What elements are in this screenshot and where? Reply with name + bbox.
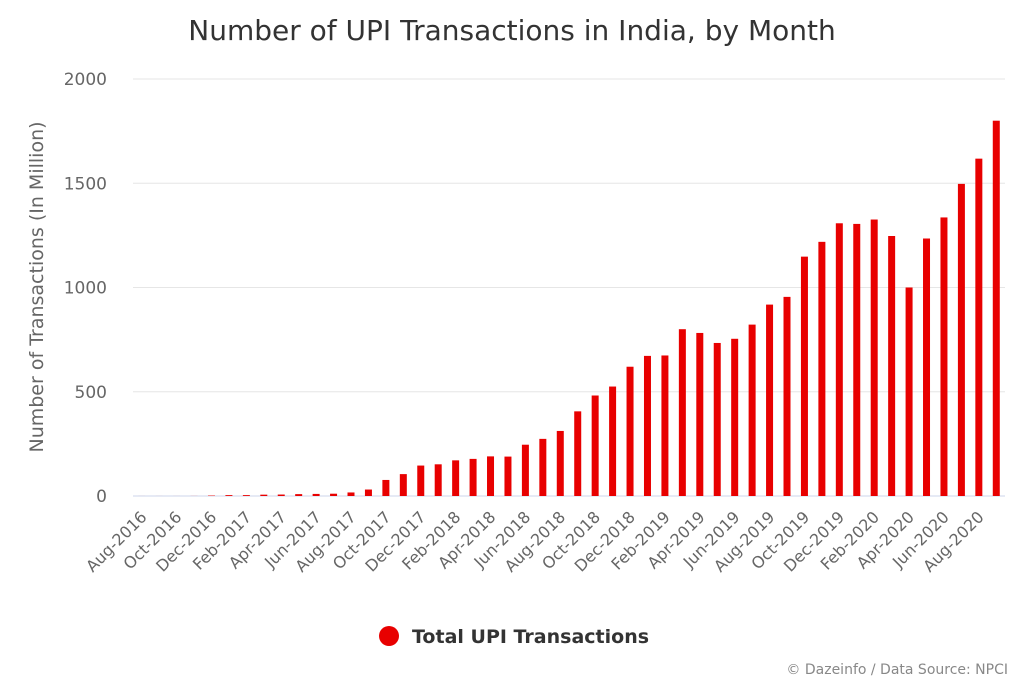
bar-feb-2018[interactable] — [452, 460, 460, 496]
bar-aug-2017[interactable] — [347, 492, 355, 496]
bar-dec-2018[interactable] — [626, 366, 634, 496]
bar-mar-2018[interactable] — [469, 458, 477, 496]
x-axis-ticks: Aug-2016Oct-2016Dec-2016Feb-2017Apr-2017… — [82, 507, 988, 575]
bar-nov-2018[interactable] — [609, 386, 617, 496]
y-axis-ticks: 0 500 1000 1500 2000 — [64, 70, 107, 507]
bar-apr-2017[interactable] — [277, 494, 285, 496]
y-tick-label: 1500 — [64, 174, 107, 194]
bar-dec-2017[interactable] — [417, 465, 425, 496]
source-credit: © Dazeinfo / Data Source: NPCI — [786, 662, 1008, 678]
bar-may-2018[interactable] — [504, 456, 512, 496]
bar-aug-2020[interactable] — [975, 158, 983, 496]
bar-nov-2019[interactable] — [818, 241, 826, 496]
bar-may-2017[interactable] — [295, 494, 303, 496]
bar-jul-2019[interactable] — [748, 324, 756, 496]
bar-sep-2017[interactable] — [364, 489, 372, 496]
bar-jun-2019[interactable] — [731, 338, 739, 496]
bar-aug-2018[interactable] — [556, 430, 564, 496]
bar-jan-2018[interactable] — [434, 464, 442, 496]
bar-apr-2019[interactable] — [696, 332, 704, 496]
bar-apr-2020[interactable] — [905, 287, 913, 497]
bar-may-2019[interactable] — [713, 342, 721, 496]
bar-mar-2020[interactable] — [888, 236, 896, 496]
bar-series — [138, 120, 1000, 497]
bar-jul-2020[interactable] — [957, 183, 965, 496]
y-tick-label: 2000 — [64, 70, 107, 90]
bar-jun-2018[interactable] — [521, 444, 529, 496]
bar-feb-2017[interactable] — [242, 495, 250, 496]
bar-jan-2020[interactable] — [853, 223, 861, 496]
legend-marker — [379, 626, 399, 646]
bar-jan-2017[interactable] — [225, 495, 233, 496]
bar-aug-2019[interactable] — [766, 304, 774, 496]
bar-jun-2020[interactable] — [940, 217, 948, 496]
bar-jul-2017[interactable] — [330, 493, 338, 496]
bar-jan-2019[interactable] — [643, 355, 651, 496]
bar-mar-2017[interactable] — [260, 494, 268, 496]
bar-sep-2020[interactable] — [992, 120, 1000, 496]
bar-oct-2017[interactable] — [382, 479, 390, 496]
bar-may-2020[interactable] — [923, 238, 931, 497]
chart-title: Number of UPI Transactions in India, by … — [188, 14, 835, 47]
y-tick-label: 500 — [75, 383, 107, 403]
bar-oct-2018[interactable] — [591, 395, 599, 497]
bar-jul-2018[interactable] — [539, 438, 547, 496]
bar-dec-2019[interactable] — [835, 223, 843, 496]
legend[interactable]: Total UPI Transactions — [379, 626, 649, 648]
y-axis-label: Number of Transactions (In Million) — [26, 121, 48, 452]
bar-sep-2018[interactable] — [574, 411, 582, 496]
bar-sep-2019[interactable] — [783, 296, 791, 496]
y-tick-label: 1000 — [64, 279, 107, 299]
bar-apr-2018[interactable] — [487, 456, 495, 496]
bar-feb-2019[interactable] — [661, 355, 669, 496]
bar-jun-2017[interactable] — [312, 493, 320, 496]
bar-oct-2019[interactable] — [800, 256, 808, 496]
y-tick-label: 0 — [96, 487, 107, 507]
bar-feb-2020[interactable] — [870, 219, 878, 496]
legend-label: Total UPI Transactions — [412, 626, 649, 648]
bar-nov-2017[interactable] — [399, 474, 407, 496]
bar-mar-2019[interactable] — [678, 329, 686, 496]
